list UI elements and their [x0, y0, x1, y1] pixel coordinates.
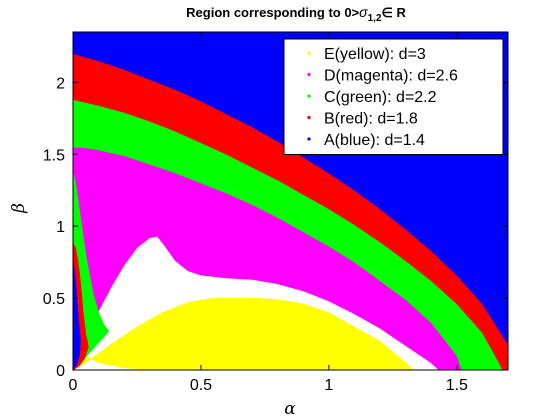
y-tick-label: 0 — [56, 363, 65, 380]
legend: E(yellow): d=3 D(magenta): d=2.6 C(green):… — [283, 38, 504, 155]
legend-marker — [307, 137, 311, 141]
y-tick-label: 1.5 — [43, 147, 65, 164]
y-tick-label: 1 — [56, 219, 65, 236]
y-tick-label: 2 — [56, 75, 65, 92]
y-axis-label: β — [9, 203, 29, 214]
axis-ticks: 0 0.5 1 1.5 0 0.5 1 1.5 2 — [43, 32, 508, 394]
chart-title-sigma: σ — [359, 4, 368, 20]
y-tick-label: 0.5 — [43, 291, 65, 308]
axes-box — [72, 31, 509, 371]
chart-title: Region corresponding to 0>σ1,2∈ R — [186, 4, 406, 24]
legend-entry: D(magenta): d=2.6 — [324, 68, 458, 85]
axes — [72, 31, 509, 371]
chart-title-suffix: ∈ R — [382, 5, 407, 20]
legend-entry: B(red): d=1.8 — [324, 111, 418, 128]
x-axis-label: α — [284, 399, 296, 419]
x-tick-label: 1 — [324, 377, 333, 394]
chart-title-subscript: 1,2 — [368, 13, 382, 24]
legend-marker — [307, 51, 311, 55]
legend-marker — [307, 94, 311, 98]
x-tick-label: 1.5 — [446, 377, 468, 394]
legend-marker — [307, 72, 311, 77]
x-tick-label: 0 — [69, 377, 78, 394]
legend-box — [283, 38, 504, 155]
legend-entry: E(yellow): d=3 — [324, 46, 426, 63]
chart-title-text: Region corresponding to 0> — [186, 5, 359, 20]
legend-entry: A(blue): d=1.4 — [324, 132, 425, 149]
legend-entry: C(green): d=2.2 — [324, 89, 437, 106]
region-e — [72, 276, 415, 371]
legend-marker — [307, 115, 311, 120]
x-tick-label: 0.5 — [190, 377, 212, 394]
